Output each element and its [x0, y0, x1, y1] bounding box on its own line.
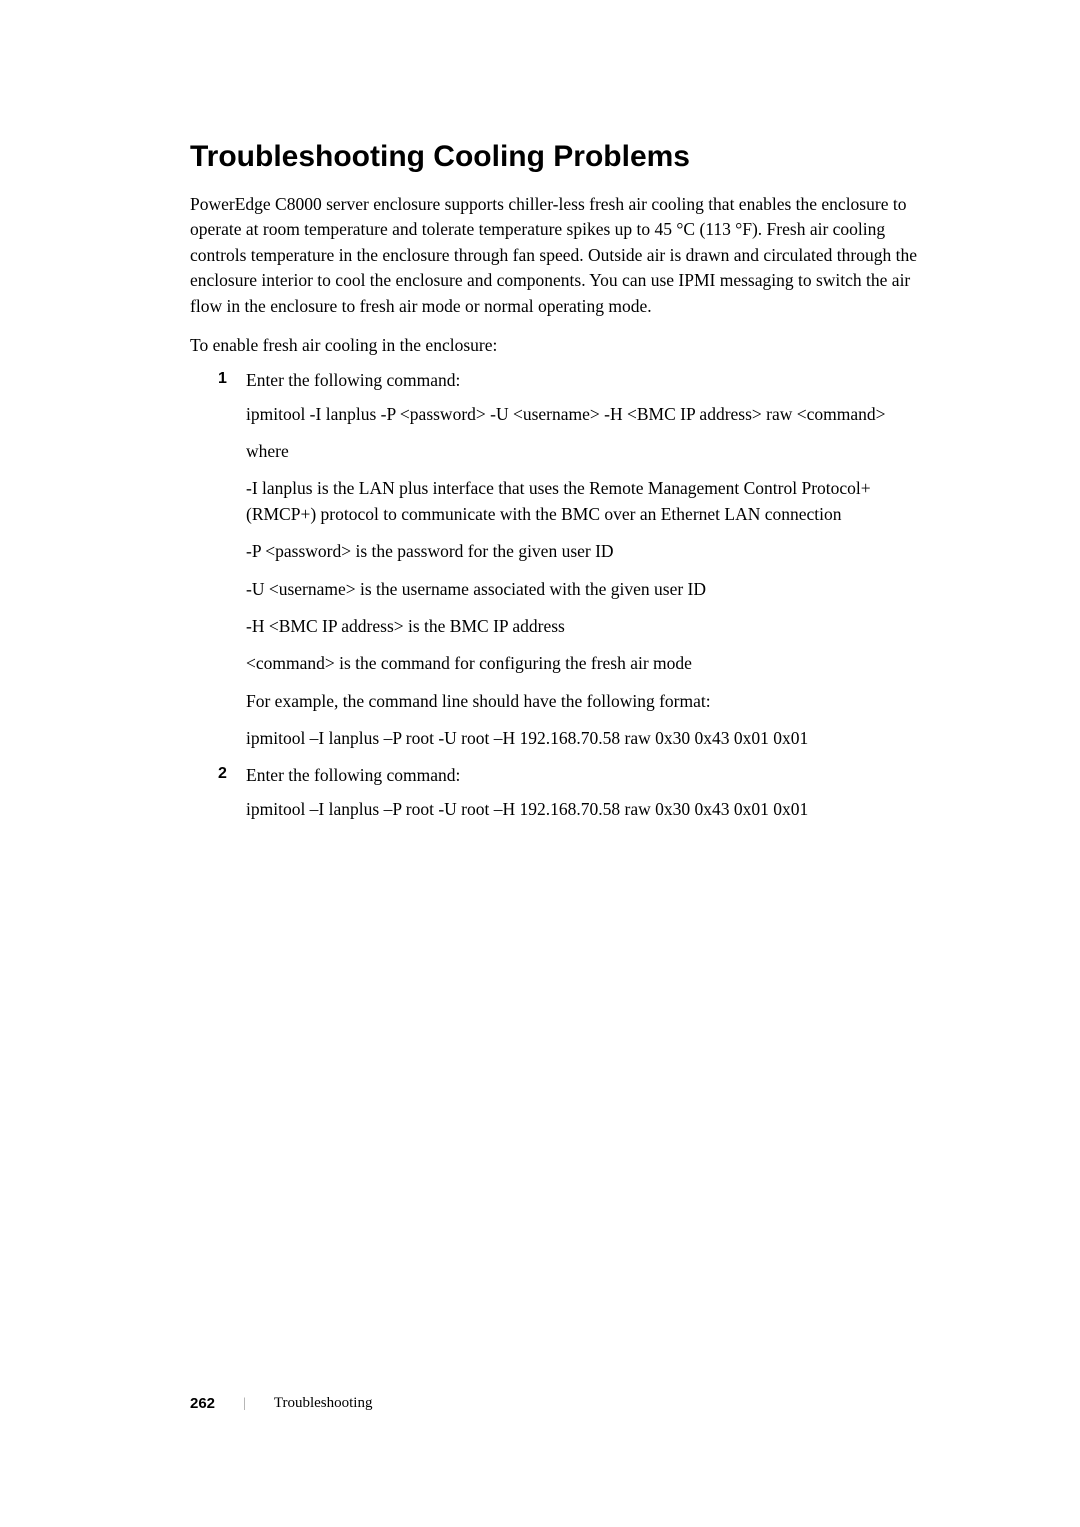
- step-number: 2: [218, 763, 246, 788]
- enable-instruction: To enable fresh air cooling in the enclo…: [190, 333, 930, 358]
- footer-divider: |: [243, 1396, 246, 1412]
- footer-section-name: Troubleshooting: [274, 1395, 373, 1412]
- page-number: 262: [190, 1395, 215, 1412]
- step-1-command: ipmitool -I lanplus -P <password> -U <us…: [246, 402, 930, 427]
- step-1-command-desc: <command> is the command for configuring…: [246, 651, 930, 676]
- step-1-where: where: [246, 439, 930, 464]
- step-1: 1 Enter the following command:: [218, 368, 930, 393]
- step-2: 2 Enter the following command:: [218, 763, 930, 788]
- step-2-command: ipmitool –I lanplus –P root -U root –H 1…: [246, 797, 930, 822]
- page-title: Troubleshooting Cooling Problems: [190, 140, 930, 174]
- step-1-username-desc: -U <username> is the username associated…: [246, 577, 930, 602]
- step-text: Enter the following command:: [246, 368, 930, 393]
- step-1-example-intro: For example, the command line should hav…: [246, 689, 930, 714]
- step-1-password-desc: -P <password> is the password for the gi…: [246, 539, 930, 564]
- step-1-example-command: ipmitool –I lanplus –P root -U root –H 1…: [246, 726, 930, 751]
- step-1-bmcip-desc: -H <BMC IP address> is the BMC IP addres…: [246, 614, 930, 639]
- page-footer: 262 | Troubleshooting: [190, 1395, 372, 1412]
- step-text: Enter the following command:: [246, 763, 930, 788]
- intro-paragraph: PowerEdge C8000 server enclosure support…: [190, 192, 930, 319]
- step-1-lanplus-desc: -I lanplus is the LAN plus interface tha…: [246, 476, 930, 527]
- step-number: 1: [218, 368, 246, 393]
